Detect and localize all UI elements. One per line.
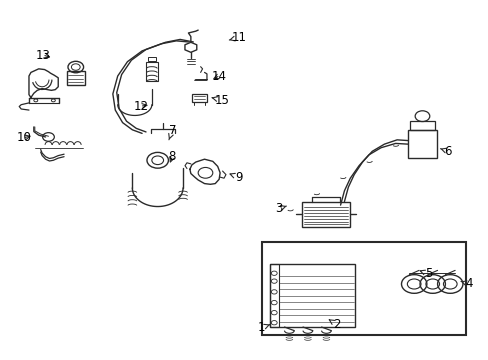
Bar <box>66 71 85 85</box>
Text: 4: 4 <box>460 278 471 291</box>
Text: 8: 8 <box>168 150 176 163</box>
Text: 12: 12 <box>133 100 148 113</box>
Text: 7: 7 <box>168 124 176 140</box>
Bar <box>302 202 349 227</box>
Text: 13: 13 <box>36 49 51 62</box>
Bar <box>261 242 466 335</box>
Text: 2: 2 <box>328 318 340 331</box>
Bar <box>269 264 354 327</box>
Bar <box>409 121 434 130</box>
Bar <box>191 94 207 102</box>
Text: 3: 3 <box>274 202 286 215</box>
Text: 11: 11 <box>229 31 246 44</box>
Text: 10: 10 <box>17 131 31 144</box>
Text: 5: 5 <box>419 267 431 280</box>
Bar <box>269 264 278 327</box>
Bar <box>148 57 156 61</box>
Text: 15: 15 <box>212 94 229 107</box>
Text: 6: 6 <box>440 145 451 158</box>
Text: 1: 1 <box>257 321 269 334</box>
Text: 9: 9 <box>229 171 242 184</box>
Text: 14: 14 <box>211 69 226 82</box>
Bar <box>146 62 158 81</box>
Bar <box>407 130 436 158</box>
